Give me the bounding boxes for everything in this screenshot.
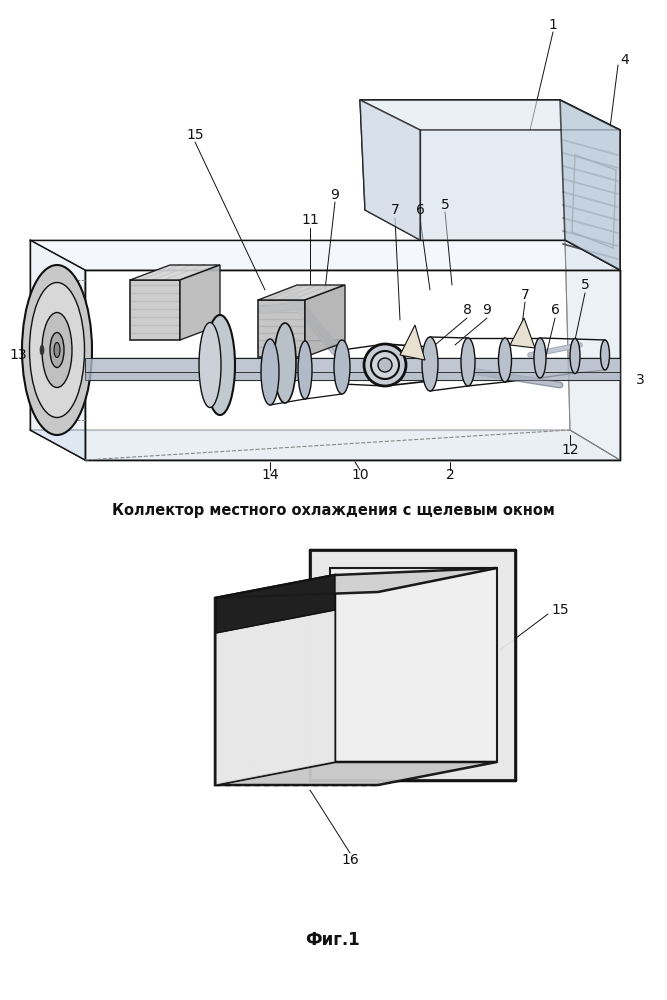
Ellipse shape: [261, 339, 279, 405]
Polygon shape: [378, 568, 497, 592]
Ellipse shape: [378, 358, 392, 372]
Polygon shape: [130, 280, 180, 340]
Ellipse shape: [422, 337, 438, 391]
Polygon shape: [215, 575, 335, 785]
Polygon shape: [216, 610, 335, 785]
Ellipse shape: [199, 322, 221, 408]
Text: 6: 6: [416, 203, 424, 217]
Text: 15: 15: [186, 128, 204, 142]
Polygon shape: [305, 285, 345, 357]
Ellipse shape: [364, 344, 406, 386]
Text: 5: 5: [441, 198, 450, 212]
Polygon shape: [216, 575, 335, 633]
Polygon shape: [215, 568, 497, 598]
Text: 4: 4: [620, 53, 630, 67]
Polygon shape: [30, 430, 620, 460]
Text: 8: 8: [462, 303, 472, 317]
Ellipse shape: [334, 340, 350, 394]
Ellipse shape: [40, 345, 44, 355]
Polygon shape: [310, 550, 515, 780]
Ellipse shape: [371, 351, 399, 379]
Polygon shape: [330, 568, 497, 762]
Polygon shape: [258, 285, 345, 300]
Text: 1: 1: [548, 18, 558, 32]
Ellipse shape: [570, 338, 580, 373]
Text: 13: 13: [9, 348, 27, 362]
Text: 7: 7: [391, 203, 400, 217]
Text: 11: 11: [301, 213, 319, 227]
Ellipse shape: [22, 265, 92, 435]
Ellipse shape: [205, 315, 235, 415]
Polygon shape: [130, 265, 220, 280]
Text: 12: 12: [561, 443, 579, 457]
Ellipse shape: [50, 332, 64, 367]
Polygon shape: [420, 130, 620, 270]
Ellipse shape: [498, 338, 512, 382]
Polygon shape: [85, 372, 620, 380]
Ellipse shape: [274, 323, 296, 403]
Polygon shape: [565, 240, 620, 460]
Ellipse shape: [298, 341, 312, 399]
Polygon shape: [215, 762, 497, 785]
Text: 16: 16: [341, 853, 359, 867]
Polygon shape: [30, 240, 85, 460]
Ellipse shape: [461, 338, 475, 386]
Text: 5: 5: [581, 278, 590, 292]
Polygon shape: [360, 100, 420, 240]
Polygon shape: [258, 300, 305, 357]
Polygon shape: [30, 240, 620, 270]
Text: 10: 10: [352, 468, 369, 482]
Text: 3: 3: [636, 373, 644, 387]
Polygon shape: [360, 100, 420, 240]
Polygon shape: [360, 100, 620, 130]
Text: Коллектор местного охлаждения с щелевым окном: Коллектор местного охлаждения с щелевым …: [111, 502, 554, 518]
Text: 6: 6: [550, 303, 560, 317]
Ellipse shape: [54, 342, 60, 358]
Ellipse shape: [600, 340, 610, 370]
Text: 7: 7: [521, 288, 530, 302]
Polygon shape: [180, 265, 220, 340]
Text: Фиг.1: Фиг.1: [305, 931, 360, 949]
Ellipse shape: [534, 338, 546, 378]
Text: 9: 9: [482, 303, 492, 317]
Ellipse shape: [42, 312, 72, 387]
Polygon shape: [510, 318, 535, 348]
Text: 2: 2: [446, 468, 454, 482]
Polygon shape: [85, 358, 620, 372]
Ellipse shape: [29, 282, 85, 418]
Polygon shape: [560, 100, 620, 270]
Polygon shape: [400, 325, 425, 360]
Text: 14: 14: [261, 468, 279, 482]
Text: 15: 15: [551, 603, 569, 617]
Text: 9: 9: [331, 188, 340, 202]
